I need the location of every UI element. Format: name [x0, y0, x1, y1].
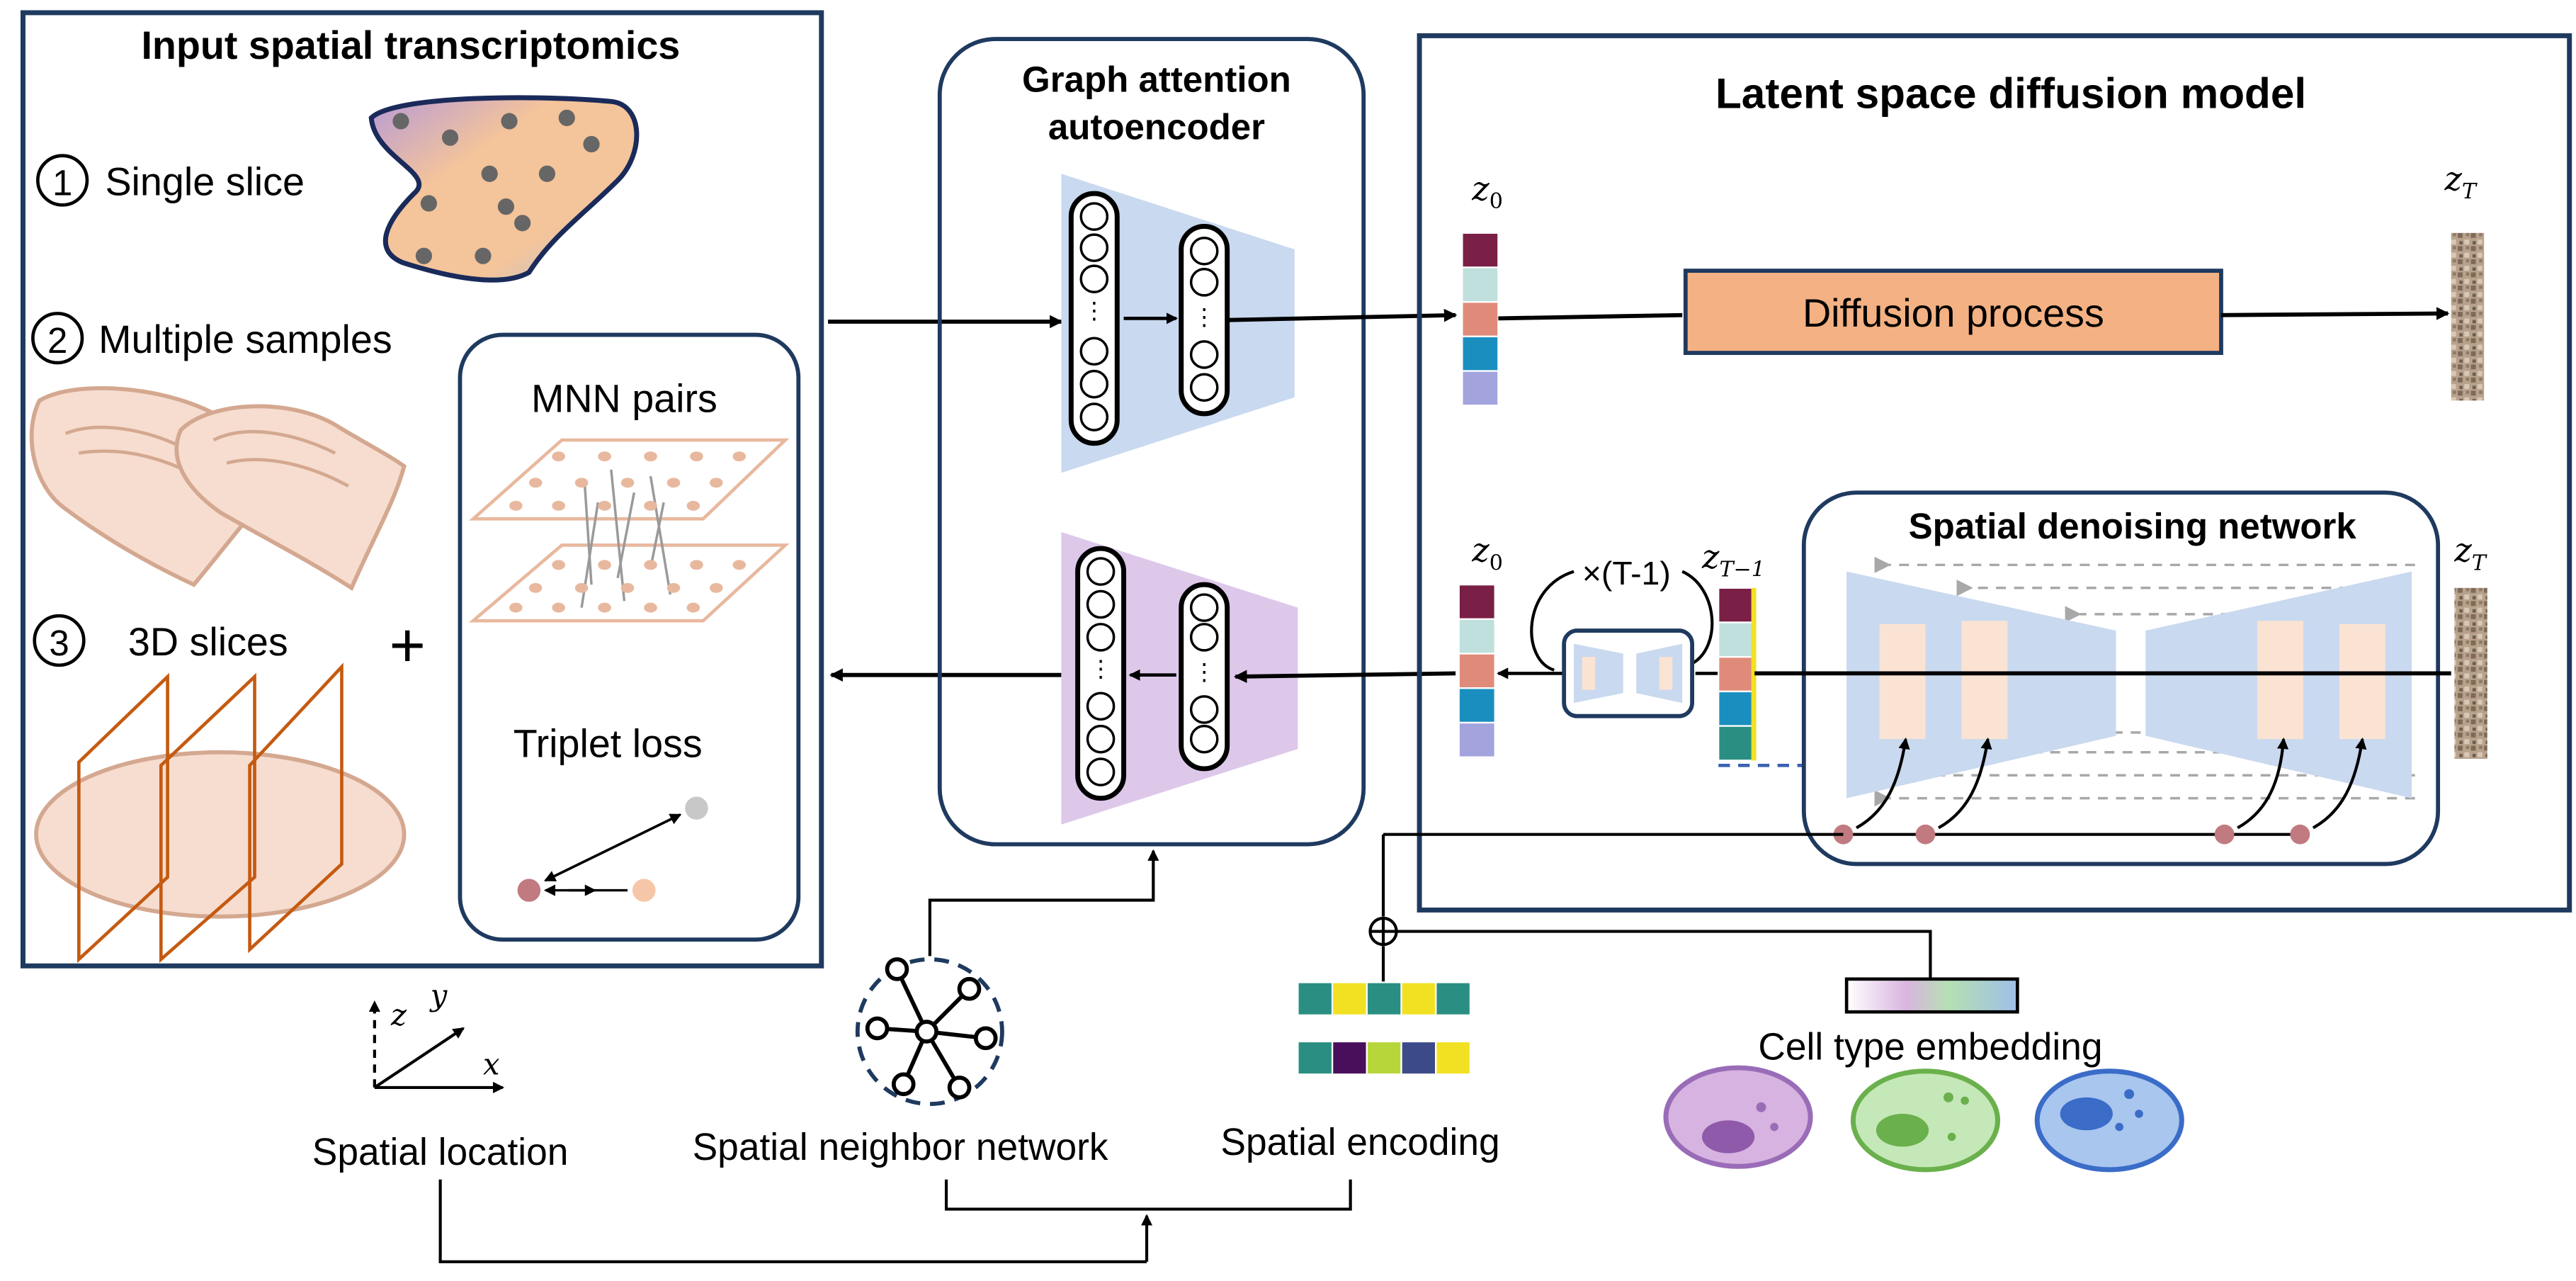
- mnn-plane-top: [468, 438, 790, 521]
- encoder-layer-1: ⋮: [1068, 191, 1120, 446]
- item-label-2: Multiple samples: [98, 317, 392, 361]
- plus-sign: +: [390, 610, 426, 680]
- mini-denoiser-left: [1574, 643, 1623, 704]
- item-number-1: [36, 154, 89, 207]
- mnn-spots: [509, 451, 747, 613]
- spatial-encoding: Spatial encoding: [1220, 981, 1500, 1163]
- cell-purple: [1663, 1065, 1813, 1169]
- z0-top-vector: [1461, 232, 1499, 407]
- spatial-encoding-label: Spatial encoding: [1220, 1122, 1499, 1163]
- repeat-loop-left: [1530, 570, 1574, 672]
- axis-y: y: [429, 978, 448, 1012]
- item-multiple-samples: 2 Multiple samples: [29, 312, 407, 592]
- item-number-3-text: 3: [49, 623, 69, 663]
- repeat-label: ×(T-1): [1582, 555, 1671, 592]
- decoder-layer-2: ⋮: [1179, 582, 1230, 772]
- z0-top-label: z0: [1471, 169, 1503, 214]
- conditioning-wires: [1381, 833, 1932, 983]
- gat-title-line2: autoencoder: [1048, 107, 1265, 147]
- svg-text:⋮: ⋮: [1083, 298, 1106, 323]
- z0-bottom-label: z0: [1471, 531, 1503, 576]
- item-label-1: Single slice: [105, 159, 305, 203]
- mnn-pairs-label: MNN pairs: [531, 377, 717, 421]
- zT-bottom-noise: [2454, 587, 2487, 760]
- encoding-row-2: [1297, 1040, 1472, 1076]
- decoder-layer-1: ⋮: [1075, 546, 1127, 801]
- single-slice-spots: [392, 109, 600, 264]
- arrow-process-to-zT: [2220, 307, 2450, 320]
- cell-green: [1850, 1068, 2001, 1173]
- tissue-sample-2: [174, 404, 407, 592]
- cell-type-label: Cell type embedding: [1758, 1026, 2102, 1068]
- triplet-negative: [685, 796, 708, 820]
- item-number-2: [31, 312, 84, 365]
- zT1-label: zT−1: [1701, 538, 1765, 582]
- svg-text:⋮: ⋮: [1089, 656, 1112, 682]
- zT-bottom-label: zT: [2453, 531, 2487, 576]
- denoise-title: Spatial denoising network: [1909, 506, 2357, 546]
- 3d-tissue-volume: [34, 750, 407, 919]
- encoding-row-1: [1297, 981, 1472, 1017]
- spatial-neighbor-network: Spatial neighbor network: [693, 957, 1108, 1168]
- item-3d-slices: 3 3D slices +: [33, 610, 426, 964]
- input-panel: Input spatial transcriptomics 1 Single s…: [20, 10, 824, 969]
- input-panel-title: Input spatial transcriptomics: [141, 23, 680, 67]
- zT1-vector: [1718, 587, 1757, 762]
- repeat-loop-right: [1681, 570, 1714, 665]
- spatial-location-label: Spatial location: [312, 1132, 569, 1173]
- axis-x: x: [483, 1046, 500, 1081]
- item-number-1-text: 1: [52, 162, 72, 203]
- zT-top-label: zT: [2444, 159, 2477, 204]
- mnn-triplet-box: MNN pairs Triplet loss: [458, 332, 801, 942]
- svg-text:⋮: ⋮: [1193, 660, 1215, 685]
- z0-bottom-vector: [1458, 583, 1496, 758]
- single-slice-blob: [368, 95, 640, 283]
- item-single-slice: 1 Single slice: [36, 95, 640, 283]
- encoder-layer-2: ⋮: [1179, 224, 1230, 417]
- cell-blue: [2034, 1068, 2184, 1173]
- mnn-pair-links: [580, 469, 672, 608]
- diffusion-title: Latent space diffusion model: [1715, 69, 2306, 117]
- triplet-anchor: [517, 879, 541, 902]
- tissue-sample-2-folds: [212, 429, 349, 488]
- item-number-2-text: 2: [47, 320, 67, 361]
- diffusion-process-box: [1683, 269, 2223, 355]
- gat-panel: Graph attention autoencoder ⋮ ⋮: [937, 37, 1366, 847]
- neighbor-network-label: Spatial neighbor network: [693, 1127, 1108, 1168]
- condition-arrows: [1856, 737, 2367, 830]
- arrow-z0-to-process: [1498, 312, 1683, 321]
- bottom-merge-wires: [438, 1179, 1352, 1263]
- cell-type-embedding: Cell type embedding: [1663, 977, 2184, 1173]
- arrow-neighbor-to-gat: [928, 849, 1159, 956]
- triplet-positive: [632, 879, 656, 902]
- spatial-location: x y z Spatial location: [312, 978, 569, 1173]
- triplet-push-arrow-back: [543, 813, 681, 882]
- spatial-denoising-network: Spatial denoising network: [1754, 490, 2451, 867]
- mnn-plane-bottom: [468, 543, 790, 623]
- gat-title-line1: Graph attention: [1022, 59, 1291, 99]
- 3d-slice-planes: [77, 662, 344, 964]
- item-number-3: [33, 614, 86, 667]
- zT-top-noise: [2451, 232, 2485, 401]
- axis-z: z: [390, 998, 407, 1032]
- combine-operator: [1368, 916, 1398, 947]
- triplet-loss-label: Triplet loss: [514, 722, 703, 766]
- item-label-3: 3D slices: [128, 620, 288, 664]
- svg-text:⋮: ⋮: [1193, 305, 1215, 330]
- diffusion-process-label: Diffusion process: [1803, 291, 2104, 335]
- diffusion-panel: Latent space diffusion model z0 Diffusio…: [1417, 33, 2572, 913]
